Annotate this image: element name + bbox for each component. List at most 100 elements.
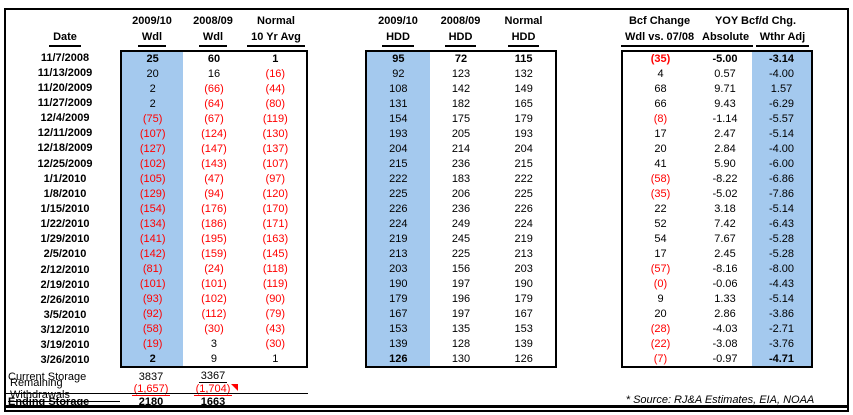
cell-middle[interactable]: 154 xyxy=(367,111,430,127)
date-cell[interactable]: 3/19/2010 xyxy=(40,339,90,352)
cell-left[interactable]: 1 xyxy=(272,352,279,365)
cell-left[interactable]: (64) xyxy=(204,98,224,111)
cell-right[interactable]: 1.57 xyxy=(752,81,811,97)
cell-left[interactable]: (30) xyxy=(204,322,224,335)
cell-right[interactable]: 2.47 xyxy=(714,128,736,141)
cell-left[interactable]: (141) xyxy=(122,231,184,247)
cell-middle[interactable]: 222 xyxy=(367,171,430,187)
cell-middle[interactable]: 219 xyxy=(514,232,533,245)
cell-left[interactable]: (134) xyxy=(122,216,184,232)
cell-middle[interactable]: 115 xyxy=(514,53,533,66)
cell-middle[interactable]: 132 xyxy=(514,68,533,81)
cell-middle[interactable]: 126 xyxy=(514,352,533,365)
cell-middle[interactable]: 95 xyxy=(367,52,430,67)
cell-left[interactable]: (120) xyxy=(262,188,289,201)
cell-middle[interactable]: 193 xyxy=(367,126,430,142)
cell-middle[interactable]: 215 xyxy=(367,156,430,172)
cell-middle[interactable]: 190 xyxy=(367,276,430,292)
cell-right[interactable]: -5.14 xyxy=(752,201,811,217)
date-cell[interactable]: 12/4/2009 xyxy=(40,112,90,125)
remaining-withdrawals-2008[interactable]: (1,704) xyxy=(193,383,233,396)
date-cell[interactable]: 12/11/2009 xyxy=(37,127,93,140)
date-cell[interactable]: 3/12/2010 xyxy=(40,324,90,337)
cell-left[interactable]: (24) xyxy=(204,262,224,275)
cell-middle[interactable]: 215 xyxy=(514,158,533,171)
cell-left[interactable]: (124) xyxy=(201,128,227,141)
cell-left[interactable]: 16 xyxy=(207,68,221,81)
cell-left[interactable]: (58) xyxy=(122,321,184,337)
cell-middle[interactable]: 128 xyxy=(451,337,471,350)
cell-left[interactable]: (93) xyxy=(122,291,184,307)
cell-middle[interactable]: 167 xyxy=(514,307,533,320)
cell-middle[interactable]: 183 xyxy=(451,173,471,186)
cell-middle[interactable]: 225 xyxy=(451,247,471,260)
cell-middle[interactable]: 205 xyxy=(451,128,471,141)
cell-middle[interactable]: 149 xyxy=(514,83,533,96)
cell-right[interactable]: -5.02 xyxy=(712,188,738,201)
cell-right[interactable]: -0.06 xyxy=(712,277,738,290)
cell-left[interactable]: (118) xyxy=(262,262,288,275)
cell-right[interactable]: -4.43 xyxy=(752,276,811,292)
cell-left[interactable]: 3 xyxy=(210,337,218,350)
cell-middle[interactable]: 196 xyxy=(451,292,471,305)
cell-right[interactable]: 2.86 xyxy=(714,307,736,320)
date-cell[interactable]: 12/18/2009 xyxy=(37,142,93,155)
cell-right[interactable]: -8.00 xyxy=(752,261,811,277)
cell-middle[interactable]: 225 xyxy=(367,186,430,202)
cell-middle[interactable]: 142 xyxy=(451,83,471,96)
cell-middle[interactable]: 153 xyxy=(514,322,533,335)
cell-middle[interactable]: 236 xyxy=(451,158,471,171)
cell-left[interactable]: (47) xyxy=(204,173,224,186)
cell-right[interactable]: -5.14 xyxy=(752,126,811,142)
cell-right[interactable]: (57) xyxy=(650,262,671,275)
cell-right[interactable]: 4 xyxy=(657,68,664,81)
cell-right[interactable]: 2.45 xyxy=(714,247,736,260)
cell-middle[interactable]: 236 xyxy=(451,202,471,215)
cell-middle[interactable]: 139 xyxy=(367,336,430,352)
ending-storage-2008[interactable]: 1663 xyxy=(200,395,226,408)
cell-middle[interactable]: 123 xyxy=(451,68,471,81)
cell-right[interactable]: (35) xyxy=(650,53,671,66)
cell-right[interactable]: -6.29 xyxy=(752,96,811,112)
cell-left[interactable]: 2 xyxy=(122,81,184,97)
cell-middle[interactable]: 182 xyxy=(451,98,471,111)
cell-middle[interactable]: 224 xyxy=(367,216,430,232)
cell-middle[interactable]: 135 xyxy=(451,322,471,335)
cell-right[interactable]: 52 xyxy=(654,217,667,230)
cell-left[interactable]: (159) xyxy=(201,247,227,260)
cell-right[interactable]: 20 xyxy=(654,307,667,320)
cell-middle[interactable]: 203 xyxy=(514,262,533,275)
date-cell[interactable]: 3/5/2010 xyxy=(43,308,87,321)
date-cell[interactable]: 1/22/2010 xyxy=(40,218,90,231)
cell-left[interactable]: (176) xyxy=(201,202,227,215)
cell-right[interactable]: 68 xyxy=(654,83,667,96)
cell-left[interactable]: (101) xyxy=(201,277,227,290)
cell-middle[interactable]: 179 xyxy=(514,292,533,305)
cell-left[interactable]: (67) xyxy=(204,113,224,126)
cell-right[interactable]: 20 xyxy=(654,143,667,156)
cell-left[interactable]: (16) xyxy=(265,68,286,81)
cell-left[interactable]: 2 xyxy=(122,351,184,366)
date-cell[interactable]: 2/12/2010 xyxy=(40,263,90,276)
cell-middle[interactable]: 249 xyxy=(451,217,471,230)
cell-left[interactable]: (94) xyxy=(204,188,224,201)
cell-right[interactable]: 9 xyxy=(657,292,664,305)
date-cell[interactable]: 1/15/2010 xyxy=(40,202,90,215)
cell-left[interactable]: (119) xyxy=(262,113,288,126)
date-cell[interactable]: 2/5/2010 xyxy=(43,248,87,261)
cell-middle[interactable]: 203 xyxy=(367,261,430,277)
cell-middle[interactable]: 193 xyxy=(514,128,533,141)
cell-right[interactable]: (7) xyxy=(653,352,668,365)
cell-right[interactable]: 22 xyxy=(654,202,667,215)
ending-storage-2009[interactable]: 2180 xyxy=(138,395,164,408)
cell-right[interactable]: -7.86 xyxy=(752,186,811,202)
cell-right[interactable]: -2.71 xyxy=(752,321,811,337)
cell-right[interactable]: -6.86 xyxy=(752,171,811,187)
cell-right[interactable]: -4.00 xyxy=(752,141,811,157)
cell-left[interactable]: (79) xyxy=(265,307,286,320)
cell-right[interactable]: (58) xyxy=(650,173,671,186)
cell-middle[interactable]: 197 xyxy=(451,307,471,320)
cell-left[interactable]: (145) xyxy=(262,247,289,260)
date-cell[interactable]: 3/26/2010 xyxy=(40,354,90,367)
cell-middle[interactable]: 153 xyxy=(367,321,430,337)
